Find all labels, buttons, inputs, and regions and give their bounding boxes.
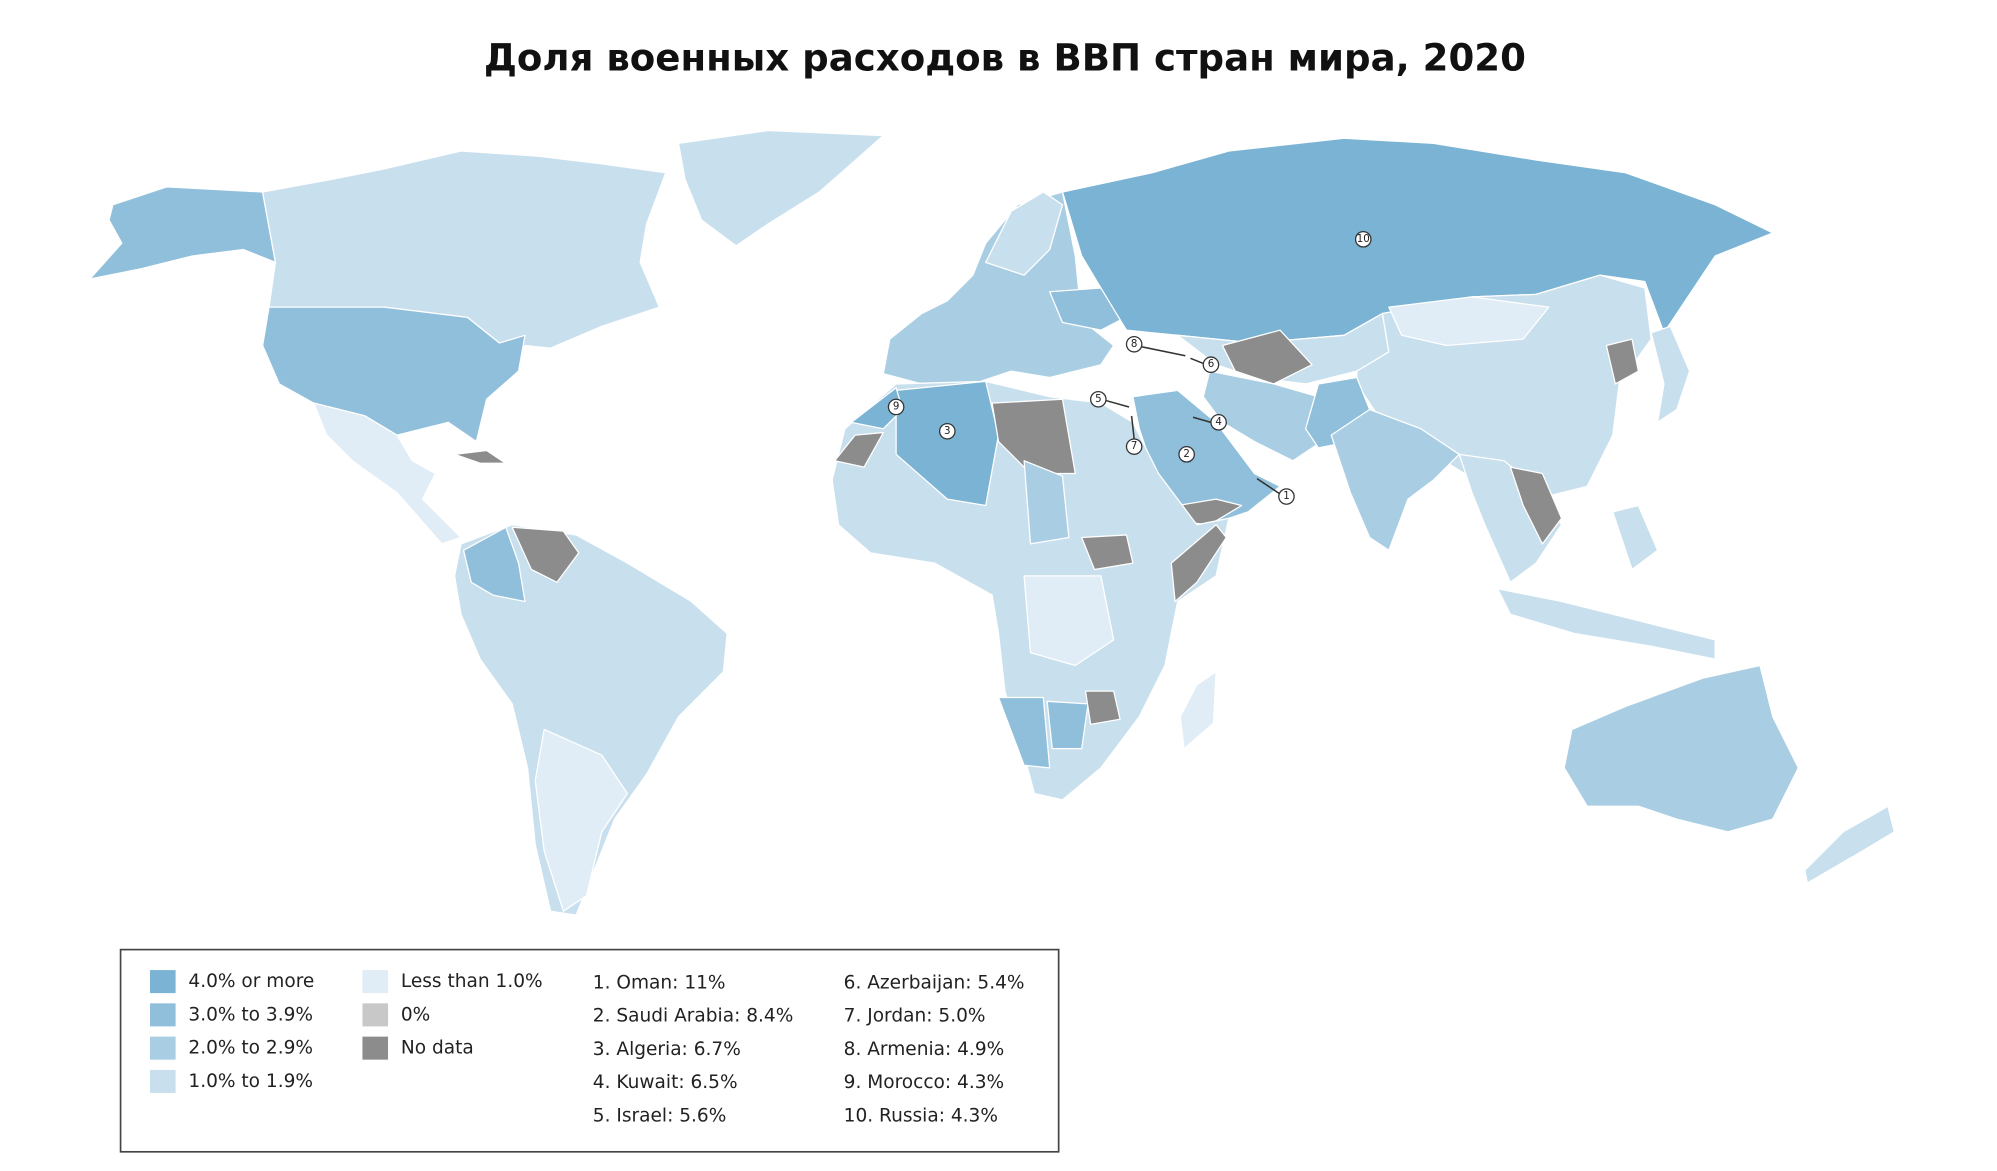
new-zealand [1804, 805, 1895, 884]
legend-label: No data [401, 1038, 474, 1059]
marker-label: 7 [1131, 441, 1138, 452]
leader-line [1192, 416, 1212, 424]
venezuela [511, 526, 580, 583]
marker: 2 [1178, 446, 1195, 463]
marker: 3 [938, 422, 956, 440]
botswana [1046, 700, 1089, 750]
mongolia [1388, 296, 1550, 347]
algeria [895, 380, 1000, 507]
indonesia [1496, 588, 1716, 660]
leader-line [1130, 415, 1135, 440]
legend-swatch [362, 1003, 389, 1027]
madagascar [1179, 671, 1217, 750]
south-sudan [1081, 534, 1134, 571]
europe [882, 191, 1115, 385]
marker-label: 4 [1215, 417, 1222, 428]
legend-swatch [362, 970, 389, 994]
australia [1563, 664, 1800, 833]
legend-box [119, 948, 1060, 1153]
marker: 6 [1202, 356, 1220, 374]
chad [1023, 460, 1070, 545]
top-country: 7. Jordan: 5.0% [844, 1006, 986, 1027]
legend-label: 1.0% to 1.9% [188, 1071, 313, 1092]
top-country: 3. Algeria: 6.7% [593, 1039, 741, 1060]
usa [261, 306, 526, 443]
central-africa [1023, 575, 1115, 667]
legend-swatch [150, 1003, 176, 1027]
markers: 1 2 3 4 5 6 7 8 9 10 [887, 231, 1372, 505]
legend: 4.0% or more 3.0% to 3.9% 2.0% to 2.9% 1.0%… [119, 948, 1060, 1153]
colombia [462, 526, 526, 603]
marker-label: 8 [1131, 339, 1138, 350]
north-korea [1605, 338, 1640, 385]
marker-label: 1 [1283, 491, 1290, 502]
leader-line [1105, 399, 1130, 408]
alaska [89, 186, 277, 280]
world-map [89, 129, 1895, 916]
leader-line [1256, 477, 1281, 495]
top-country: 9. Morocco: 4.3% [844, 1072, 1005, 1093]
legend-label: 3.0% to 3.9% [188, 1004, 313, 1025]
marker: 8 [1125, 335, 1143, 353]
legend-label: Less than 1.0% [401, 971, 543, 992]
top-country: 6. Azerbaijan: 5.4% [844, 972, 1025, 993]
legend-label: 4.0% or more [188, 971, 314, 992]
marker-label: 2 [1183, 449, 1190, 460]
marker-label: 9 [893, 401, 900, 412]
india [1330, 408, 1460, 551]
legend-swatch [150, 1036, 176, 1060]
top-country: 4. Kuwait: 6.5% [593, 1072, 738, 1093]
marker-label: 5 [1095, 394, 1102, 405]
iran [1202, 370, 1332, 462]
south-america [453, 524, 728, 916]
legend-label: 2.0% to 2.9% [188, 1038, 313, 1059]
marker: 5 [1090, 390, 1107, 408]
legend-swatch [150, 970, 176, 994]
marker: 9 [887, 398, 905, 416]
top-country: 2. Saudi Arabia: 8.4% [593, 1006, 794, 1027]
leader-line [1141, 346, 1186, 357]
top-country: 8. Armenia: 4.9% [844, 1039, 1005, 1060]
marker: 10 [1354, 231, 1372, 248]
marker: 4 [1210, 414, 1227, 431]
marker-label: 10 [1357, 234, 1370, 245]
marker: 1 [1278, 488, 1295, 505]
somalia [1170, 524, 1227, 603]
marker-label: 6 [1208, 359, 1215, 370]
philippines [1612, 504, 1659, 571]
zimbabwe [1084, 690, 1121, 725]
marker-label: 3 [944, 426, 951, 437]
scandinavia [985, 191, 1064, 276]
top-country: 1. Oman: 11% [593, 972, 726, 993]
legend-swatch [362, 1036, 389, 1060]
marker: 7 [1125, 438, 1143, 455]
laos [1509, 466, 1563, 545]
leader-line [1190, 357, 1204, 365]
turkmenistan [1221, 329, 1313, 385]
western-sahara [834, 431, 884, 468]
greenland [677, 129, 884, 247]
namibia [997, 696, 1051, 769]
japan [1650, 325, 1691, 423]
mexico [313, 402, 462, 545]
cuba [453, 449, 507, 464]
legend-swatch [150, 1069, 176, 1093]
top-country: 10. Russia: 4.3% [844, 1105, 998, 1126]
top-country: 5. Israel: 5.6% [593, 1105, 727, 1126]
russia [1061, 137, 1774, 344]
argentina [534, 728, 629, 912]
legend-label: 0% [401, 1004, 430, 1025]
title: Доля военных расходов в ВВП стран мира, … [484, 37, 1526, 80]
